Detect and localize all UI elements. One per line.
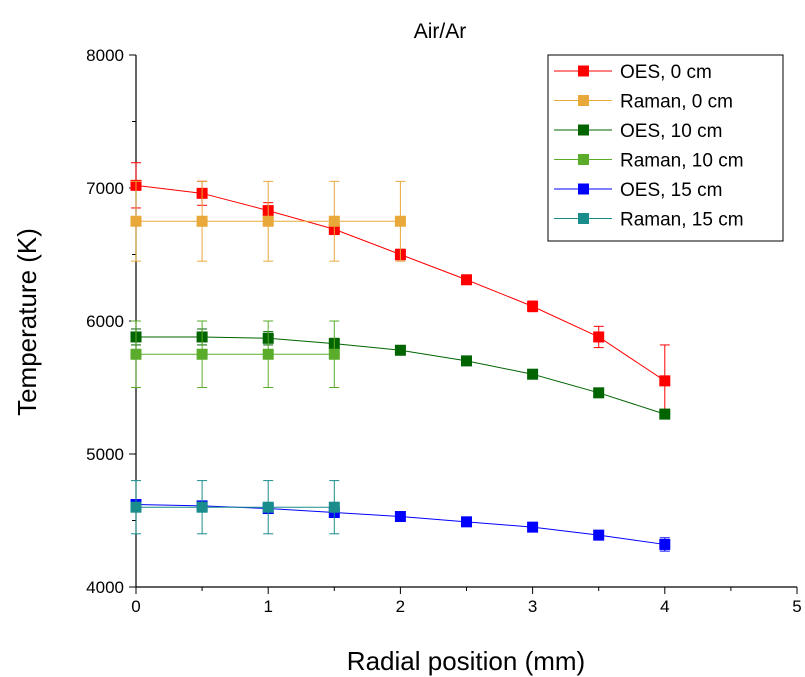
legend-label: Raman, 0 cm (620, 92, 733, 113)
data-point (659, 538, 671, 550)
data-point (593, 529, 605, 541)
data-point (130, 501, 142, 513)
x-axis-title: Radial position (mm) (347, 646, 585, 676)
x-tick-label: 5 (792, 597, 801, 616)
data-point (394, 511, 406, 523)
legend-label: OES, 10 cm (620, 121, 722, 142)
data-point (461, 274, 472, 286)
series-line (135, 504, 665, 545)
series-1 (130, 180, 406, 262)
data-point (328, 215, 340, 227)
data-point (461, 516, 472, 528)
x-tick-label: 4 (660, 597, 669, 616)
data-point (394, 215, 406, 227)
y-axis-title: Temperature (K) (12, 228, 42, 416)
data-point (394, 344, 406, 356)
legend-marker (578, 124, 589, 136)
legend-label: OES, 15 cm (620, 180, 722, 201)
data-point (659, 375, 671, 387)
x-tick-label: 0 (131, 597, 140, 616)
chart-title: Air/Ar (414, 20, 467, 43)
legend-marker (578, 183, 589, 195)
legend-marker (578, 65, 589, 77)
x-tick-label: 2 (396, 597, 405, 616)
data-point (527, 300, 539, 312)
plot-area: 0 1 2 3 4 5 4000 5000 6000 7000 8000 OES, 0 cm Raman… (86, 46, 802, 616)
data-point (130, 348, 142, 360)
data-point (262, 348, 274, 360)
y-tick-label: 8000 (86, 46, 124, 65)
legend-box (547, 54, 784, 242)
legend-marker (578, 213, 589, 224)
series-2 (130, 328, 671, 420)
data-point (196, 501, 208, 513)
data-point (262, 215, 274, 227)
data-point (527, 368, 539, 380)
legend-label: Raman, 15 cm (620, 210, 744, 231)
data-point (593, 387, 605, 399)
data-point (593, 331, 605, 343)
data-point (196, 348, 208, 360)
series-5 (130, 480, 340, 535)
data-point (659, 408, 671, 420)
data-point (328, 501, 340, 513)
data-point (130, 215, 142, 227)
data-point (328, 348, 340, 360)
series-3 (130, 320, 340, 388)
y-tick-label: 6000 (86, 312, 124, 331)
legend-marker (578, 95, 589, 106)
legend-label: Raman, 10 cm (620, 151, 744, 172)
y-tick-label: 7000 (86, 179, 124, 198)
data-point (461, 355, 472, 367)
y-tick-label: 4000 (86, 578, 124, 597)
legend-label: OES, 0 cm (620, 62, 712, 83)
data-point (262, 501, 274, 513)
legend-marker (578, 154, 589, 165)
y-tick-label: 5000 (86, 445, 124, 464)
x-tick-label: 1 (263, 597, 272, 616)
legend: OES, 0 cm Raman, 0 cm OES, 10 cm Raman, 10 … (547, 54, 784, 242)
data-point (196, 215, 208, 227)
data-point (527, 521, 539, 533)
x-tick-label: 3 (528, 597, 537, 616)
